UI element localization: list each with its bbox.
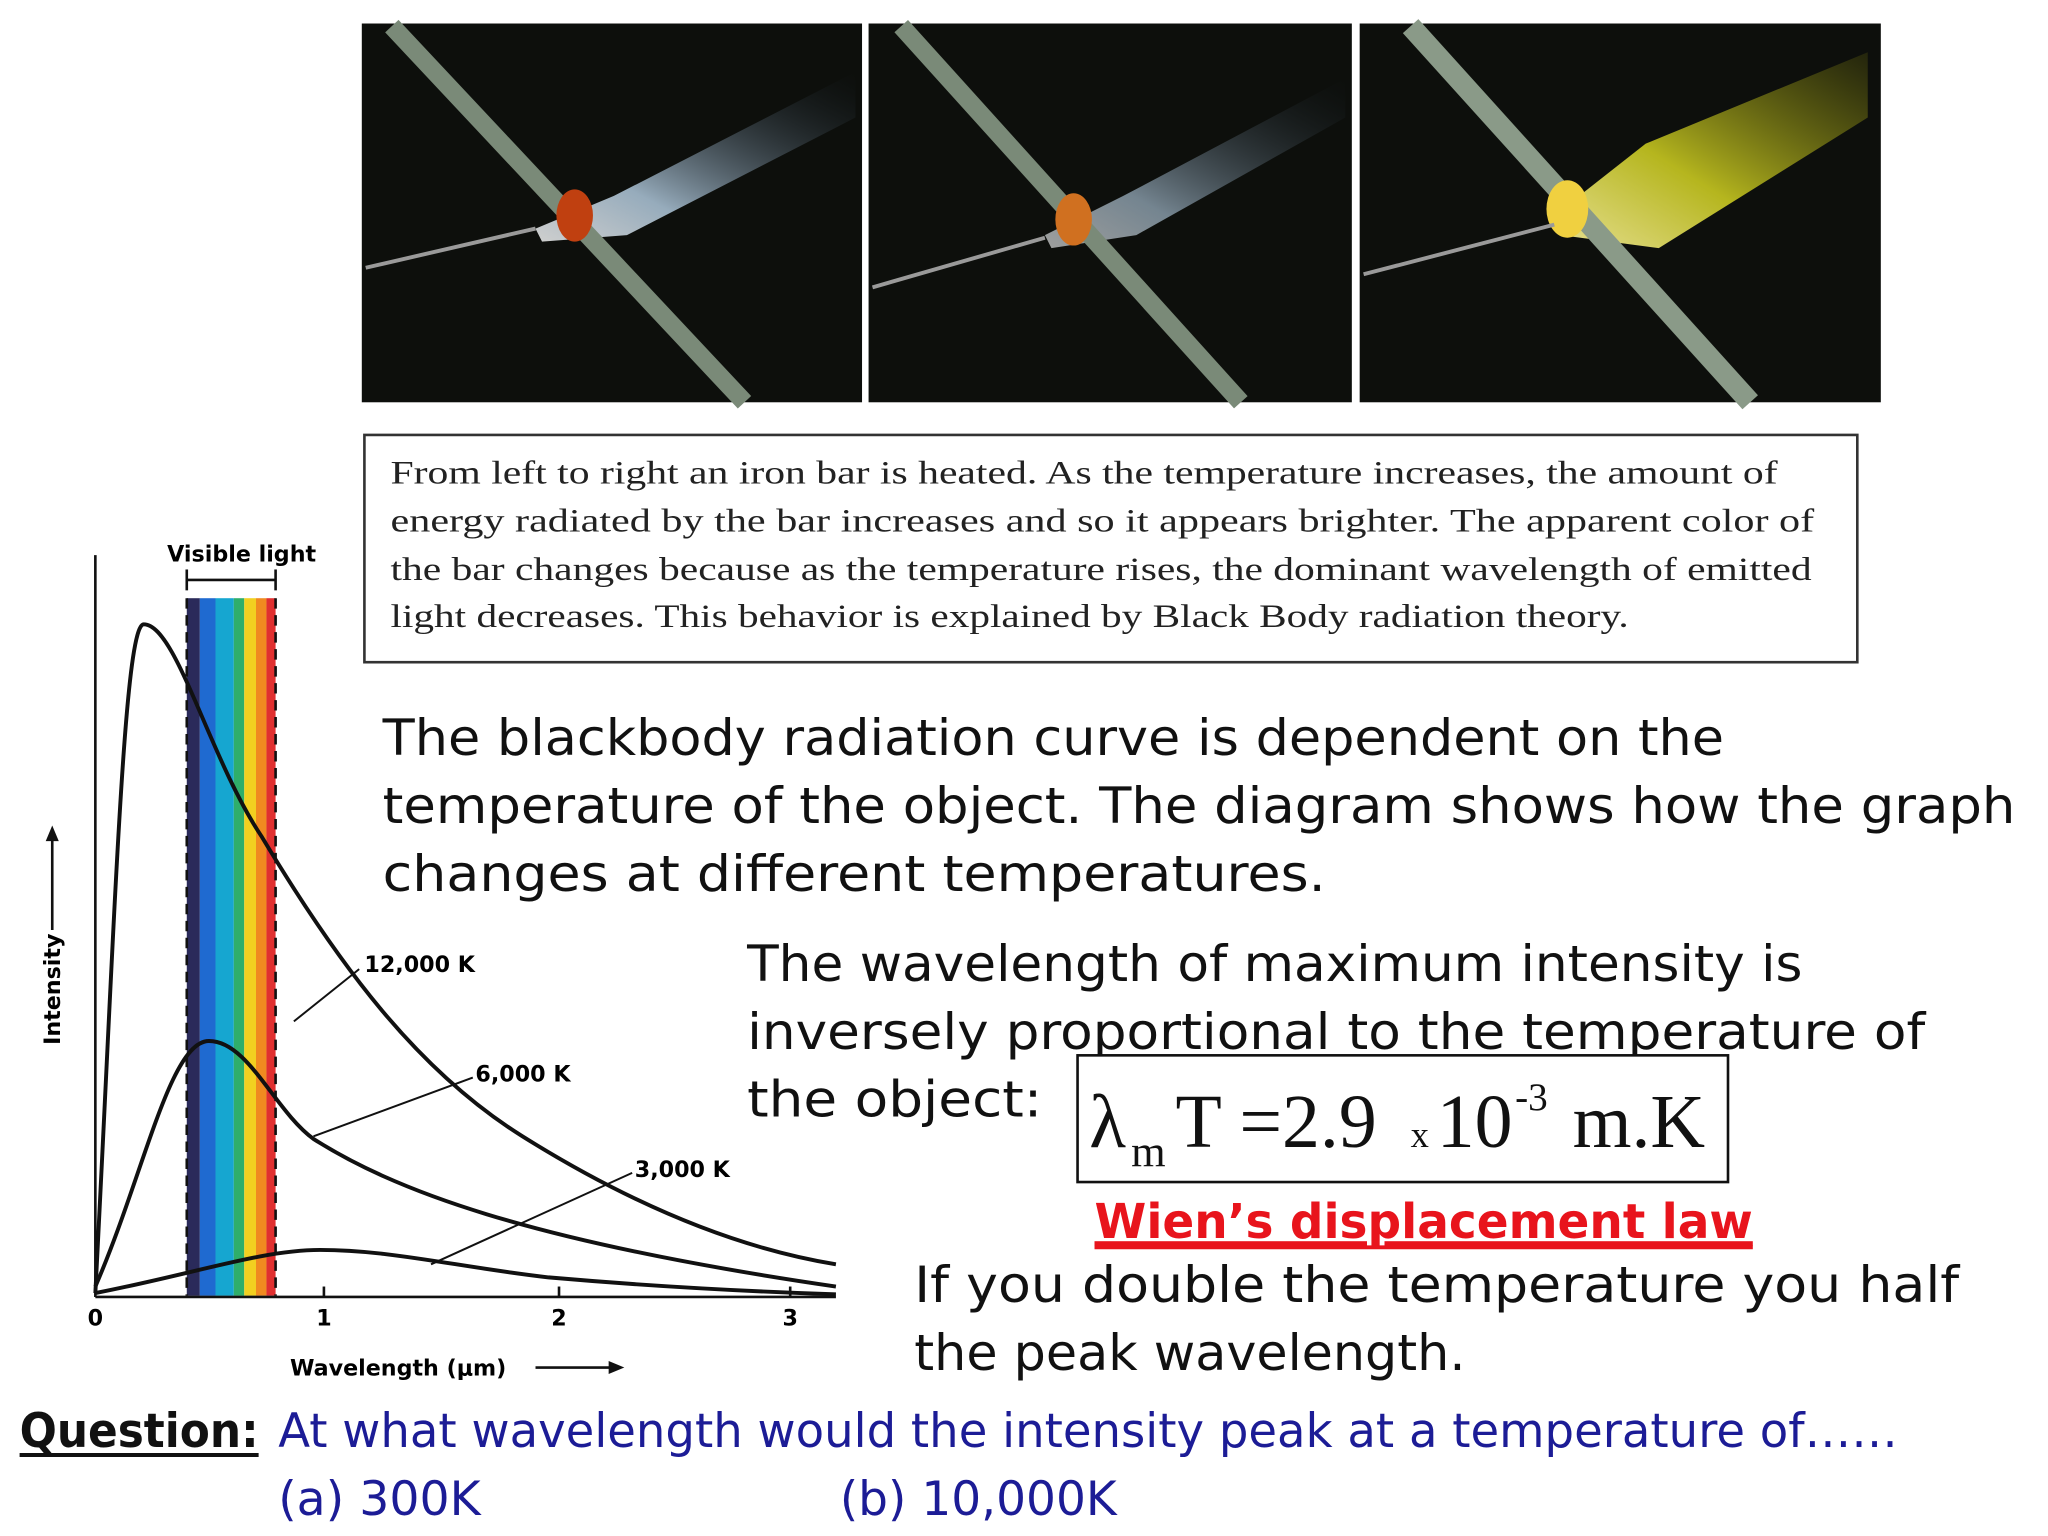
band [199,598,216,1296]
flame [1044,78,1346,249]
equation-part: m.K [1573,1080,1706,1164]
hot-spot [556,189,593,242]
option: (b) 10,000K [840,1472,1118,1527]
curve-label: 3,000 K [635,1157,731,1183]
question-text: At what wavelength would the intensity p… [278,1404,1898,1459]
equation-part: 10 [1437,1080,1513,1164]
question-label: Question: [20,1404,259,1459]
band [266,598,276,1296]
note: If you double the temperature you half t… [914,1256,1961,1382]
curve-label: 6,000 K [475,1061,571,1087]
arrow-head [608,1360,625,1375]
paragraph-line: temperature of the object. The diagram s… [383,777,2016,835]
paragraph-line: The wavelength of maximum intensity is [746,935,1802,993]
x-tick-label: 2 [551,1306,566,1332]
caption-line: From left to right an iron bar is heated… [391,455,1778,491]
arrow-head [45,825,59,842]
note-line: the peak wavelength. [914,1324,1465,1382]
graph: Visible light 0 1 2 3 Wavelength (μm) In… [40,542,837,1381]
band [244,598,256,1296]
hot-spot [1055,193,1092,246]
equation-part: -3 [1515,1076,1548,1119]
curve [94,1247,836,1297]
curve [93,622,837,1294]
leader [313,1076,474,1138]
curve [93,1039,837,1289]
visible-label: Visible light [167,542,316,568]
caption-line: light decreases. This behavior is explai… [391,599,1629,635]
equation-part: T =2.9 [1176,1080,1377,1164]
caption: From left to right an iron bar is heated… [391,455,1815,635]
x-tick-label: 0 [88,1306,103,1332]
note-line: If you double the temperature you half [914,1256,1961,1314]
leader [293,968,360,1023]
band [233,598,245,1296]
paragraph-line: inversely proportional to the temperatur… [747,1003,1927,1061]
flame [535,71,856,242]
paragraph: The blackbody radiation curve is depende… [382,709,2016,1129]
band [186,598,200,1296]
torch [365,226,536,270]
y-axis-label: Intensity [40,933,66,1045]
equation-part: x [1411,1114,1429,1155]
curve-label: 12,000 K [364,952,475,978]
flame [1554,52,1868,249]
caption-line: the bar changes because as the temperatu… [391,552,1812,588]
law-title: Wien’s displacement law [1095,1194,1753,1250]
paragraph-line: The blackbody radiation curve is depende… [382,709,1724,767]
paragraph-line: changes at different temperatures. [383,845,1326,903]
x-tick-label: 1 [316,1306,331,1332]
question: At what wavelength would the intensity p… [278,1404,1898,1527]
equation-part: λ [1089,1080,1126,1164]
leader [430,1172,633,1266]
caption-box [363,433,1859,664]
band [256,598,267,1296]
torch [1363,222,1555,277]
equation-box [1076,1054,1730,1184]
x-tick-label: 3 [782,1306,797,1332]
equation-part: m [1131,1126,1166,1176]
paragraph-line: the object: [747,1071,1042,1129]
x-axis-label: Wavelength (μm) [290,1355,506,1381]
equation: λ m T =2.9 x 10 -3 m.K [1089,1076,1705,1176]
caption-line: energy radiated by the bar increases and… [391,504,1815,540]
hot-spot [1546,180,1589,238]
torch [871,235,1046,290]
photos [361,19,1881,410]
option: (a) 300K [278,1472,482,1527]
band [215,598,234,1296]
